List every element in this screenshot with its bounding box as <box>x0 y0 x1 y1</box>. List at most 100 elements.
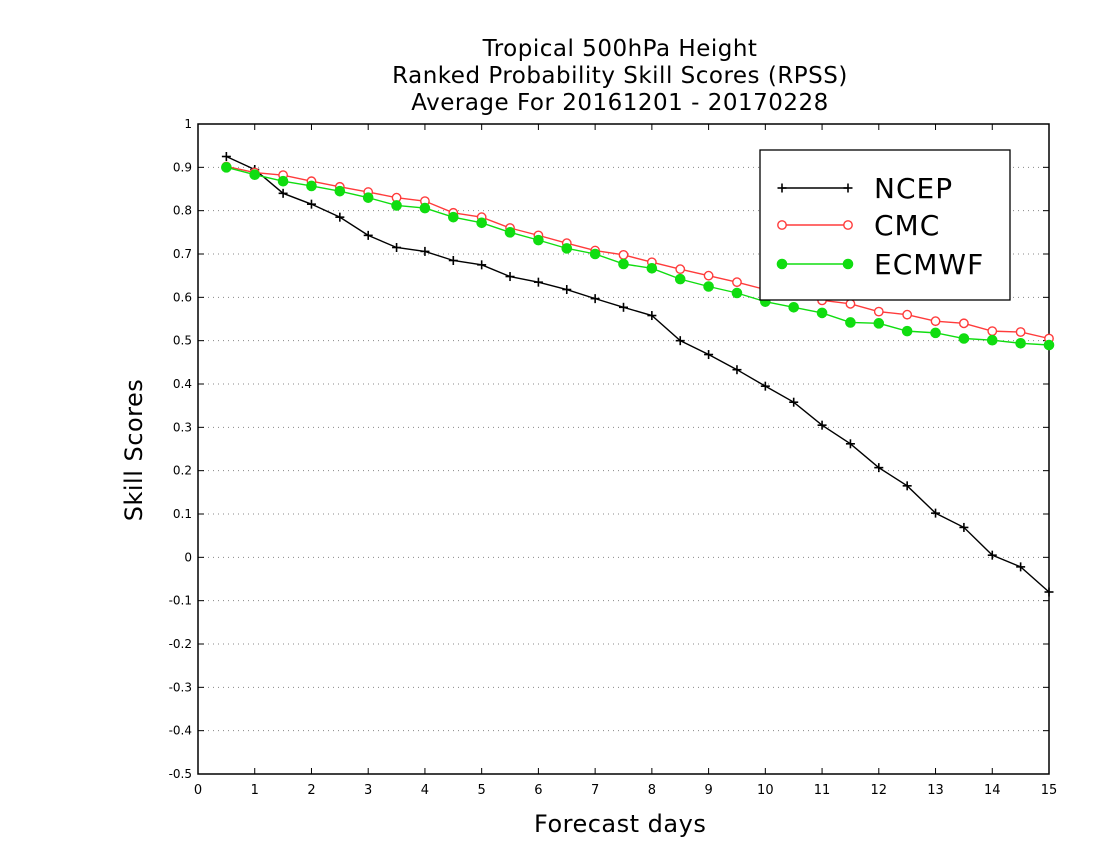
data-point-ecmwf <box>986 334 998 346</box>
data-point-ecmwf <box>391 200 402 211</box>
data-point-ncep <box>817 420 827 430</box>
data-point-ecmwf <box>277 175 289 187</box>
y-axis-label: Skill Scores <box>120 378 148 522</box>
data-point-ncep <box>931 508 941 518</box>
chart-title-line-1: Tropical 500hPa Height <box>482 36 758 62</box>
x-tick-label: 15 <box>1041 783 1058 798</box>
x-tick-label: 10 <box>757 783 774 798</box>
data-point-cmc <box>873 306 884 317</box>
data-point-ecmwf <box>1015 337 1026 349</box>
data-point-ncep <box>1044 587 1054 597</box>
data-point-ncep <box>335 212 345 222</box>
data-point-ncep <box>675 336 685 346</box>
data-point-ncep <box>533 277 543 287</box>
x-axis-label: Forecast days <box>534 810 707 838</box>
data-point-ecmwf <box>362 192 374 203</box>
data-point-ecmwf <box>249 169 261 180</box>
data-point-cmc <box>675 264 686 275</box>
data-point-ecmwf <box>419 202 431 214</box>
y-tick-label: 1 <box>184 117 192 131</box>
y-tick-label: 0.6 <box>173 290 192 304</box>
data-point-cmc <box>703 270 714 281</box>
data-point-ncep <box>647 311 657 321</box>
chart-title-line-3: Average For 20161201 - 20170228 <box>411 90 829 116</box>
y-tick-label: 0.9 <box>173 160 192 174</box>
y-tick-label: 0 <box>184 550 192 564</box>
plot-frame <box>197 123 1050 775</box>
data-point-ncep <box>902 481 912 491</box>
data-point-ncep <box>590 294 600 304</box>
data-point-ecmwf <box>448 211 459 223</box>
legend-marker-cmc <box>777 220 787 230</box>
x-tick-label: 7 <box>591 783 599 798</box>
data-point-cmc <box>732 277 742 288</box>
data-point-ncep <box>704 350 714 360</box>
data-point-cmc <box>902 309 913 320</box>
y-tick-label: 0.4 <box>173 377 192 391</box>
y-tick-label: 0.8 <box>173 204 192 218</box>
data-point-ncep <box>392 243 402 252</box>
legend-marker-ecmwf <box>776 258 788 270</box>
x-tick-label: 2 <box>307 783 315 798</box>
legend: NCEP CMC ECMWF <box>759 149 1011 301</box>
data-point-ecmwf <box>703 281 714 292</box>
data-point-ncep <box>562 285 572 295</box>
data-point-ncep <box>221 152 231 161</box>
data-point-ecmwf <box>533 234 544 246</box>
data-point-ncep <box>874 463 884 473</box>
data-point-ncep <box>760 381 770 391</box>
y-tick-label: -0.2 <box>169 637 192 651</box>
data-point-cmc <box>930 316 941 327</box>
data-point-ecmwf <box>958 333 970 344</box>
data-point-ncep <box>505 272 515 282</box>
x-tick-label: 9 <box>704 783 712 798</box>
data-point-ecmwf <box>1043 339 1055 351</box>
data-point-ecmwf <box>788 302 800 313</box>
data-point-ncep <box>477 260 487 270</box>
legend-label-ecmwf: ECMWF <box>874 248 984 281</box>
legend-marker-ncep <box>843 183 853 193</box>
x-tick-label: 13 <box>927 783 944 798</box>
x-tick-label: 1 <box>251 783 259 798</box>
data-point-ncep <box>306 199 316 209</box>
data-point-ecmwf <box>646 263 658 274</box>
y-tick-label: 0.2 <box>173 464 192 478</box>
series-ecmwf <box>221 162 1055 351</box>
data-point-ecmwf <box>901 325 913 337</box>
x-tick-label: 4 <box>421 783 429 798</box>
x-tick-label: 5 <box>478 783 486 798</box>
data-point-cmc <box>959 318 969 329</box>
x-tick-label: 12 <box>871 783 888 798</box>
data-point-ncep <box>789 397 799 407</box>
data-point-ecmwf <box>816 307 828 319</box>
data-point-ncep <box>420 246 430 256</box>
y-tick-label: 0.3 <box>173 420 192 434</box>
y-tick-label: -0.5 <box>169 767 192 781</box>
data-point-ecmwf <box>873 318 885 329</box>
data-point-ncep <box>619 302 628 312</box>
legend-marker-ncep <box>777 183 787 193</box>
y-tick-label: -0.3 <box>169 680 192 694</box>
data-point-ncep <box>845 439 855 449</box>
y-tick-label: 0.7 <box>173 247 192 261</box>
y-tick-label: -0.4 <box>169 724 192 738</box>
legend-marker-cmc <box>843 220 853 230</box>
y-tick-label: 0.5 <box>173 334 192 348</box>
data-point-ecmwf <box>845 317 856 328</box>
data-point-ncep <box>732 365 742 375</box>
data-point-ecmwf <box>221 162 232 173</box>
series-line-ncep <box>226 155 1050 593</box>
chart-title-line-2: Ranked Probability Skill Scores (RPSS) <box>392 63 848 89</box>
x-tick-label: 14 <box>984 783 1001 798</box>
y-tick-label: -0.1 <box>169 594 192 608</box>
data-point-ecmwf <box>930 327 941 339</box>
data-point-ecmwf <box>731 287 743 299</box>
data-point-cmc <box>1015 327 1026 337</box>
data-point-ecmwf <box>618 258 629 270</box>
data-point-cmc <box>845 298 856 309</box>
data-point-cmc <box>987 326 998 337</box>
data-point-ncep <box>987 550 997 560</box>
y-tick-label: 0.1 <box>173 507 192 521</box>
x-tick-label: 3 <box>364 783 372 798</box>
